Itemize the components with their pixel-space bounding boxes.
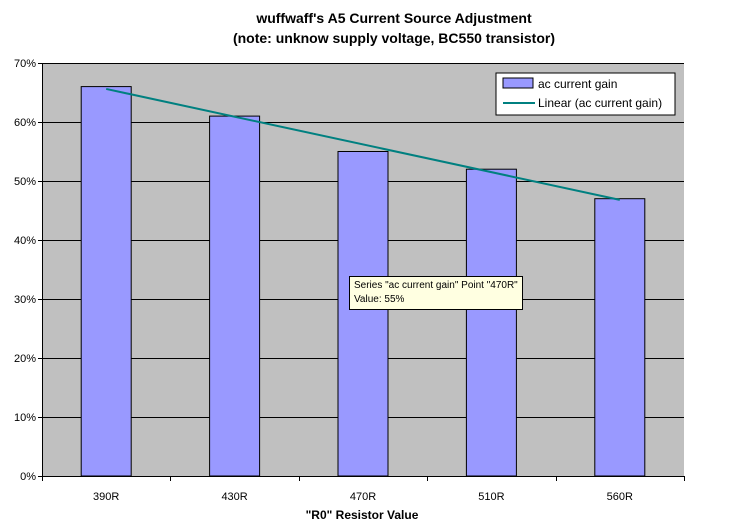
bar-430R[interactable] [209, 115, 261, 477]
y-tick-labels: 0% 10% 20% 30% 40% 50% 60% 70% [14, 58, 36, 483]
y-tick-label: 70% [14, 58, 36, 70]
x-tick-label: 470R [350, 491, 376, 503]
y-tick-label: 50% [14, 176, 36, 188]
bar-510R[interactable] [465, 168, 517, 477]
tooltip-value: Value: 55% [354, 294, 405, 305]
trendline-group [105, 87, 621, 201]
y-tick-label: 10% [14, 412, 36, 424]
legend-trendline-label: Linear (ac current gain) [538, 96, 662, 110]
chart-title: wuffwaff's A5 Current Source Adjustment [255, 10, 532, 26]
bar-560R[interactable] [594, 198, 646, 477]
y-tick-label: 20% [14, 353, 36, 365]
legend[interactable]: ac current gain Linear (ac current gain) [495, 72, 676, 116]
x-axis-title: "R0" Resistor Value [306, 508, 419, 522]
y-tick-label: 40% [14, 235, 36, 247]
data-point-tooltip: Series "ac current gain" Point "470R" Va… [349, 276, 523, 310]
x-tick-label: 390R [93, 491, 119, 503]
x-tick-label: 510R [478, 491, 504, 503]
tooltip-series-point: Series "ac current gain" Point "470R" [354, 280, 518, 291]
axes [38, 63, 685, 481]
y-tick-label: 60% [14, 117, 36, 129]
bar-390R[interactable] [80, 86, 132, 477]
x-tick-label: 430R [221, 491, 247, 503]
legend-bar-swatch [502, 77, 534, 89]
bar-470R[interactable] [337, 151, 389, 477]
legend-series-label: ac current gain [538, 77, 617, 91]
x-tick-labels: 390R 430R 470R 510R 560R [93, 491, 633, 503]
chart-subtitle: (note: unknow supply voltage, BC550 tran… [233, 30, 555, 46]
x-tick-label: 560R [607, 491, 633, 503]
y-tick-label: 30% [14, 294, 36, 306]
trendline[interactable] [105, 87, 621, 201]
y-tick-label: 0% [20, 471, 36, 483]
